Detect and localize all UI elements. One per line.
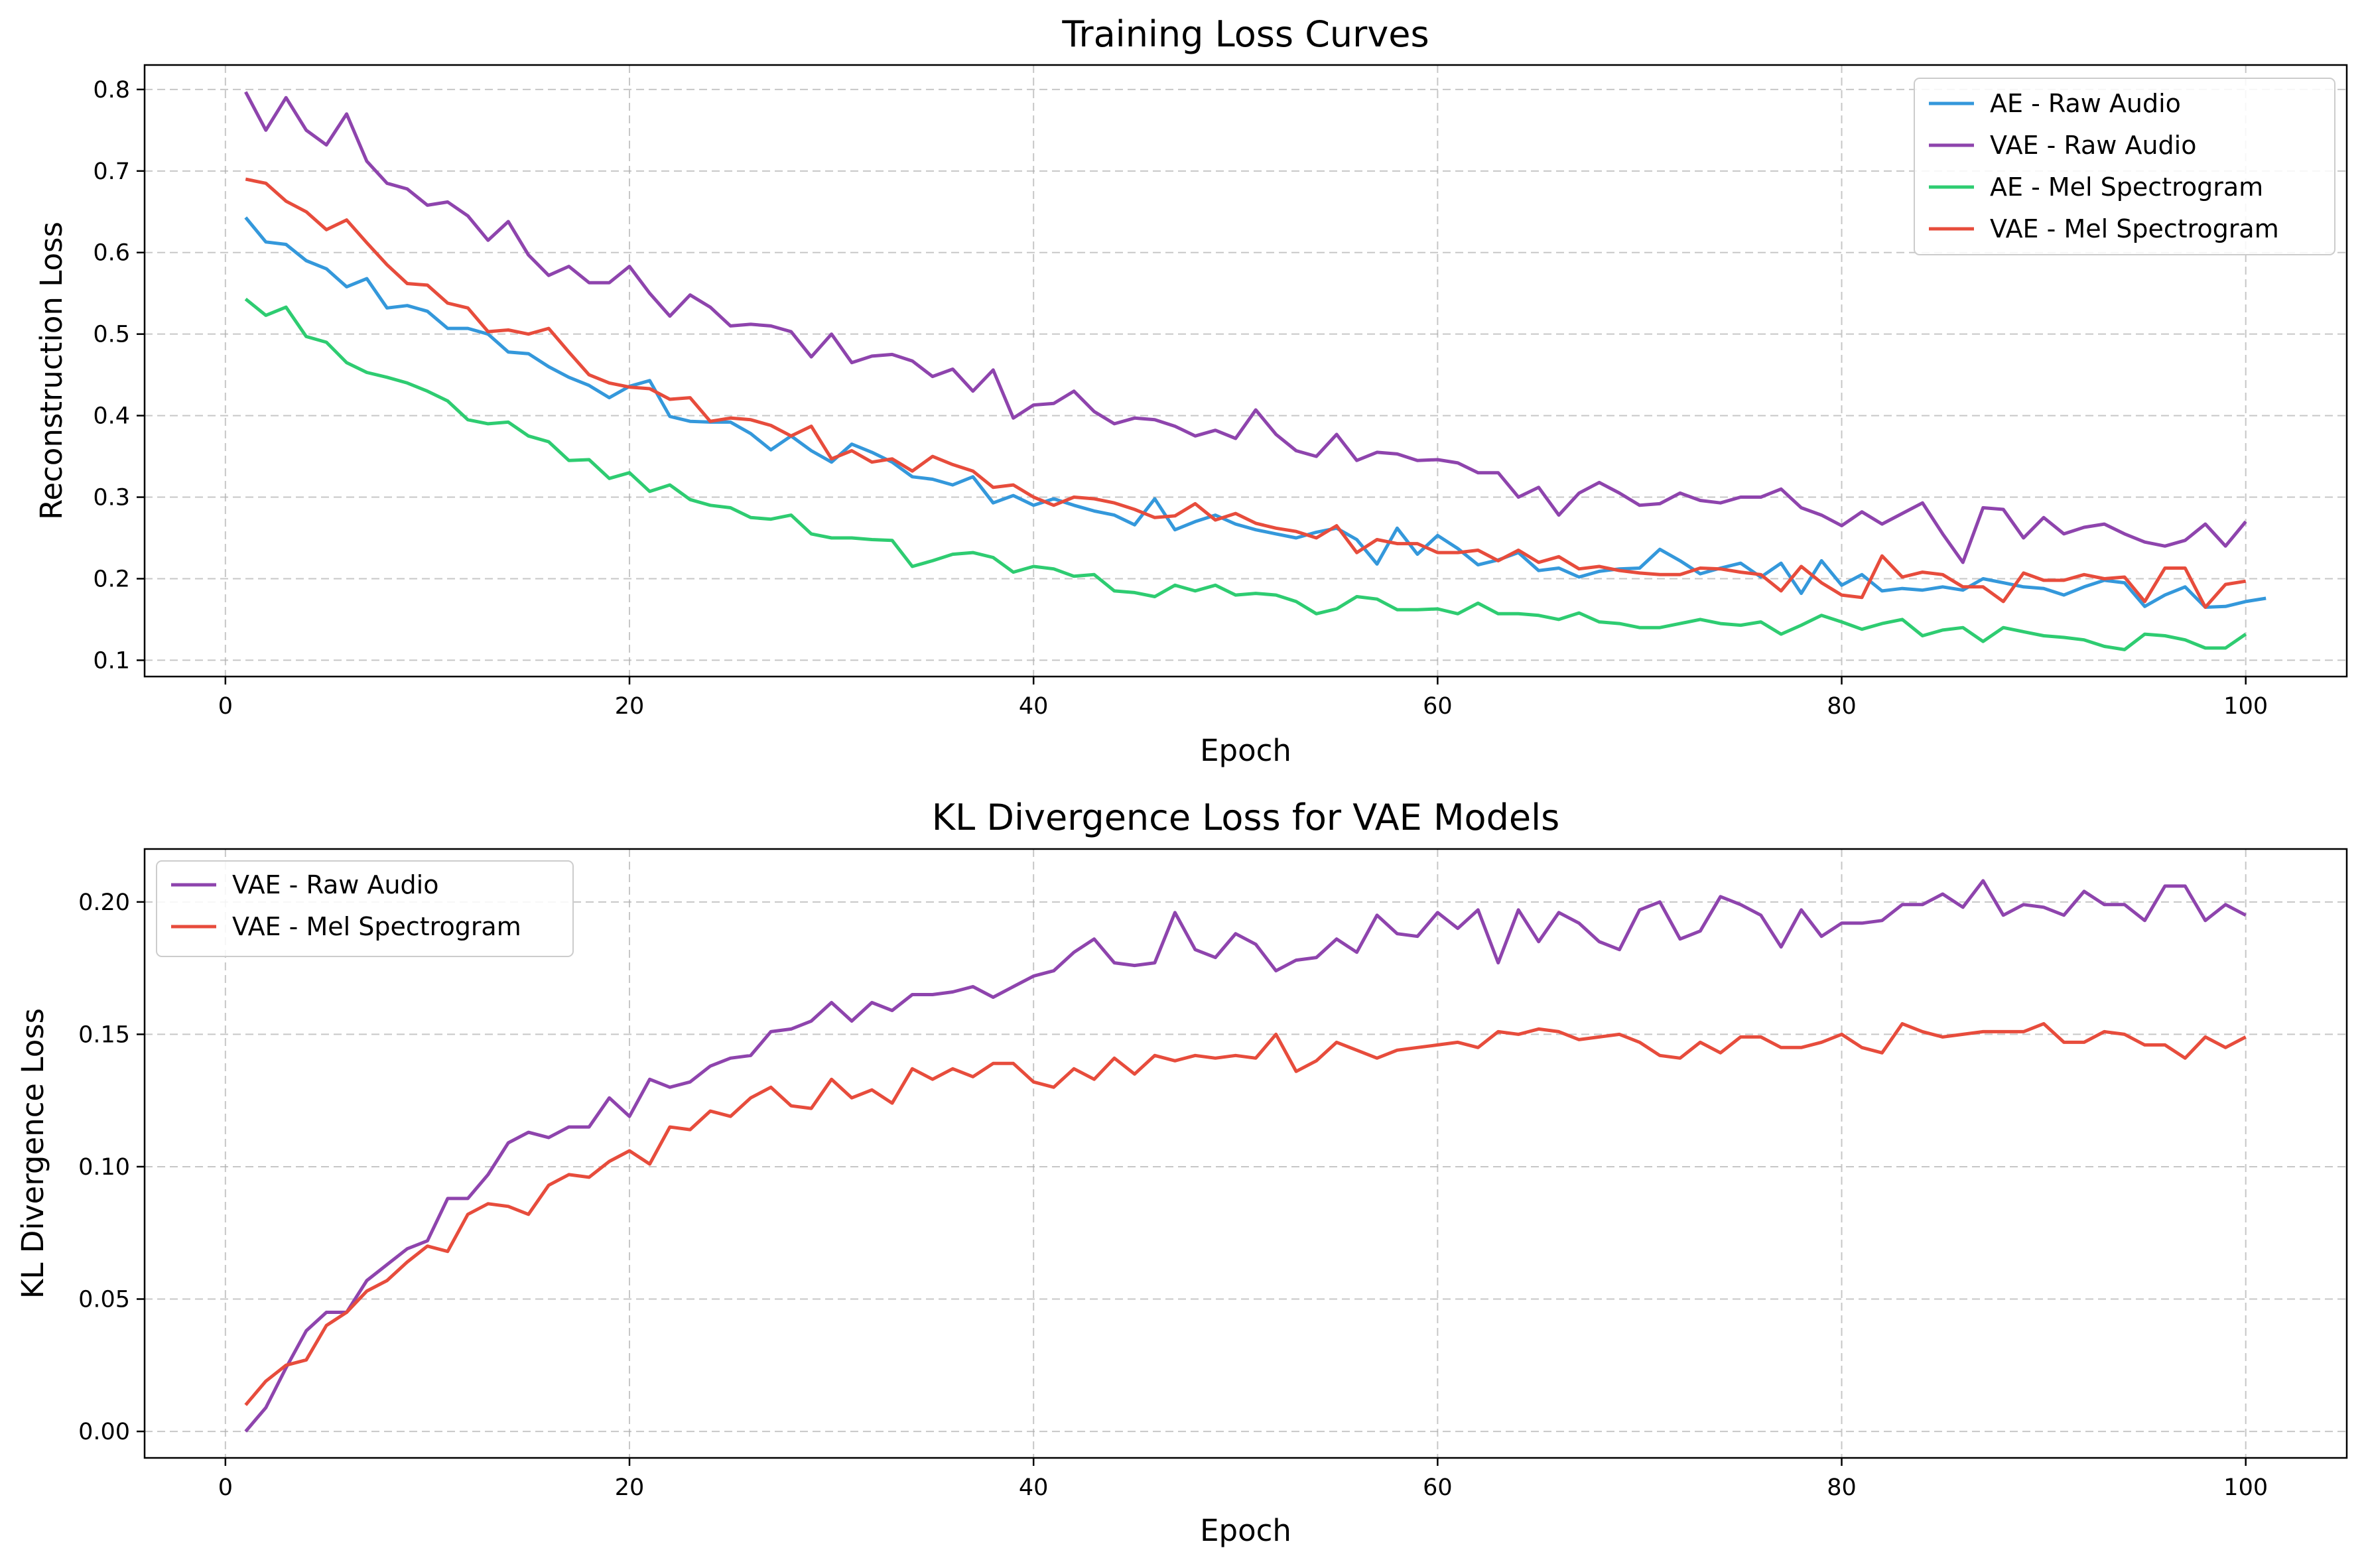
- legend-label-vae-mel-spectrogram: VAE - Mel Spectrogram: [232, 912, 521, 941]
- plot-frame: [143, 848, 2348, 1459]
- y-tick-label: 0.7: [93, 159, 130, 185]
- y-tick-label: 0.2: [93, 566, 130, 592]
- y-axis: 0.1 0.2 0.3 0.4 0.5 0.6 0.7 0.8: [93, 77, 145, 674]
- x-tick-label: 20: [615, 1474, 645, 1501]
- series-line-vae-mel-spectrogram: [245, 177, 2247, 609]
- chart-title: KL Divergence Loss for VAE Models: [932, 797, 1559, 838]
- series-line-ae-raw-audio: [244, 216, 2266, 609]
- y-axis-label: KL Divergence Loss: [15, 1008, 50, 1299]
- x-tick-label: 60: [1423, 693, 1453, 720]
- x-tick-label: 0: [218, 693, 233, 720]
- legend-frame: [156, 860, 574, 957]
- reconstruction-loss-chart: 0 20 40 60 80 100 0.1 0.2 0.3 0.4 0.5 0.6 0.7 0.8 Trai…: [34, 13, 2348, 768]
- x-tick-label: 60: [1423, 1474, 1453, 1501]
- x-tick-label: 80: [1827, 1474, 1857, 1501]
- y-tick-label: 0.05: [78, 1287, 130, 1313]
- series-line-ae-mel-spectrogram: [244, 297, 2247, 651]
- y-tick-label: 0.10: [78, 1154, 130, 1181]
- y-tick-label: 0.1: [93, 647, 130, 674]
- y-tick-label: 0.15: [78, 1021, 130, 1048]
- x-tick-label: 100: [2223, 1474, 2268, 1501]
- x-tick-label: 40: [1019, 1474, 1049, 1501]
- y-tick-label: 0.20: [78, 889, 130, 916]
- legend-label-vae-mel-spectrogram: VAE - Mel Spectrogram: [1990, 214, 2279, 243]
- legend-label-vae-raw-audio: VAE - Raw Audio: [1990, 131, 2196, 160]
- plot-frame: [143, 64, 2348, 678]
- x-tick-label: 80: [1827, 693, 1857, 720]
- y-tick-label: 0.00: [78, 1419, 130, 1445]
- x-tick-label: 100: [2223, 693, 2268, 720]
- x-axis-label: Epoch: [1200, 1513, 1291, 1548]
- x-axis: 0 20 40 60 80 100: [218, 677, 2268, 720]
- y-tick-label: 0.4: [93, 403, 130, 430]
- legend-frame: [1914, 78, 2335, 255]
- kl-divergence-chart: 0 20 40 60 80 100 0.00 0.05 0.10 0.15 0.20 KL Diver…: [15, 797, 2348, 1548]
- legend-label-ae-raw-audio: AE - Raw Audio: [1990, 89, 2181, 118]
- legend-label-ae-mel-spectrogram: AE - Mel Spectrogram: [1990, 172, 2263, 202]
- x-axis: 0 20 40 60 80 100: [218, 1458, 2268, 1501]
- y-axis-label: Reconstruction Loss: [34, 222, 69, 520]
- legend: AE - Raw Audio VAE - Raw Audio AE - Mel Sp…: [1914, 78, 2335, 255]
- legend-label-vae-raw-audio: VAE - Raw Audio: [232, 870, 438, 899]
- x-tick-label: 20: [615, 693, 645, 720]
- chart-title: Training Loss Curves: [1061, 13, 1429, 55]
- x-tick-label: 0: [218, 1474, 233, 1501]
- y-tick-label: 0.6: [93, 240, 130, 267]
- y-tick-label: 0.3: [93, 485, 130, 511]
- x-axis-label: Epoch: [1200, 733, 1291, 768]
- series-line-vae-raw-audio: [244, 91, 2247, 564]
- series-line-vae-raw-audio: [244, 879, 2247, 1433]
- legend: VAE - Raw Audio VAE - Mel Spectrogram: [156, 860, 574, 957]
- y-axis: 0.00 0.05 0.10 0.15 0.20: [78, 889, 145, 1445]
- series-line-vae-mel-spectrogram: [244, 1021, 2247, 1406]
- x-tick-label: 40: [1019, 693, 1049, 720]
- y-tick-label: 0.5: [93, 322, 130, 348]
- y-tick-label: 0.8: [93, 77, 130, 103]
